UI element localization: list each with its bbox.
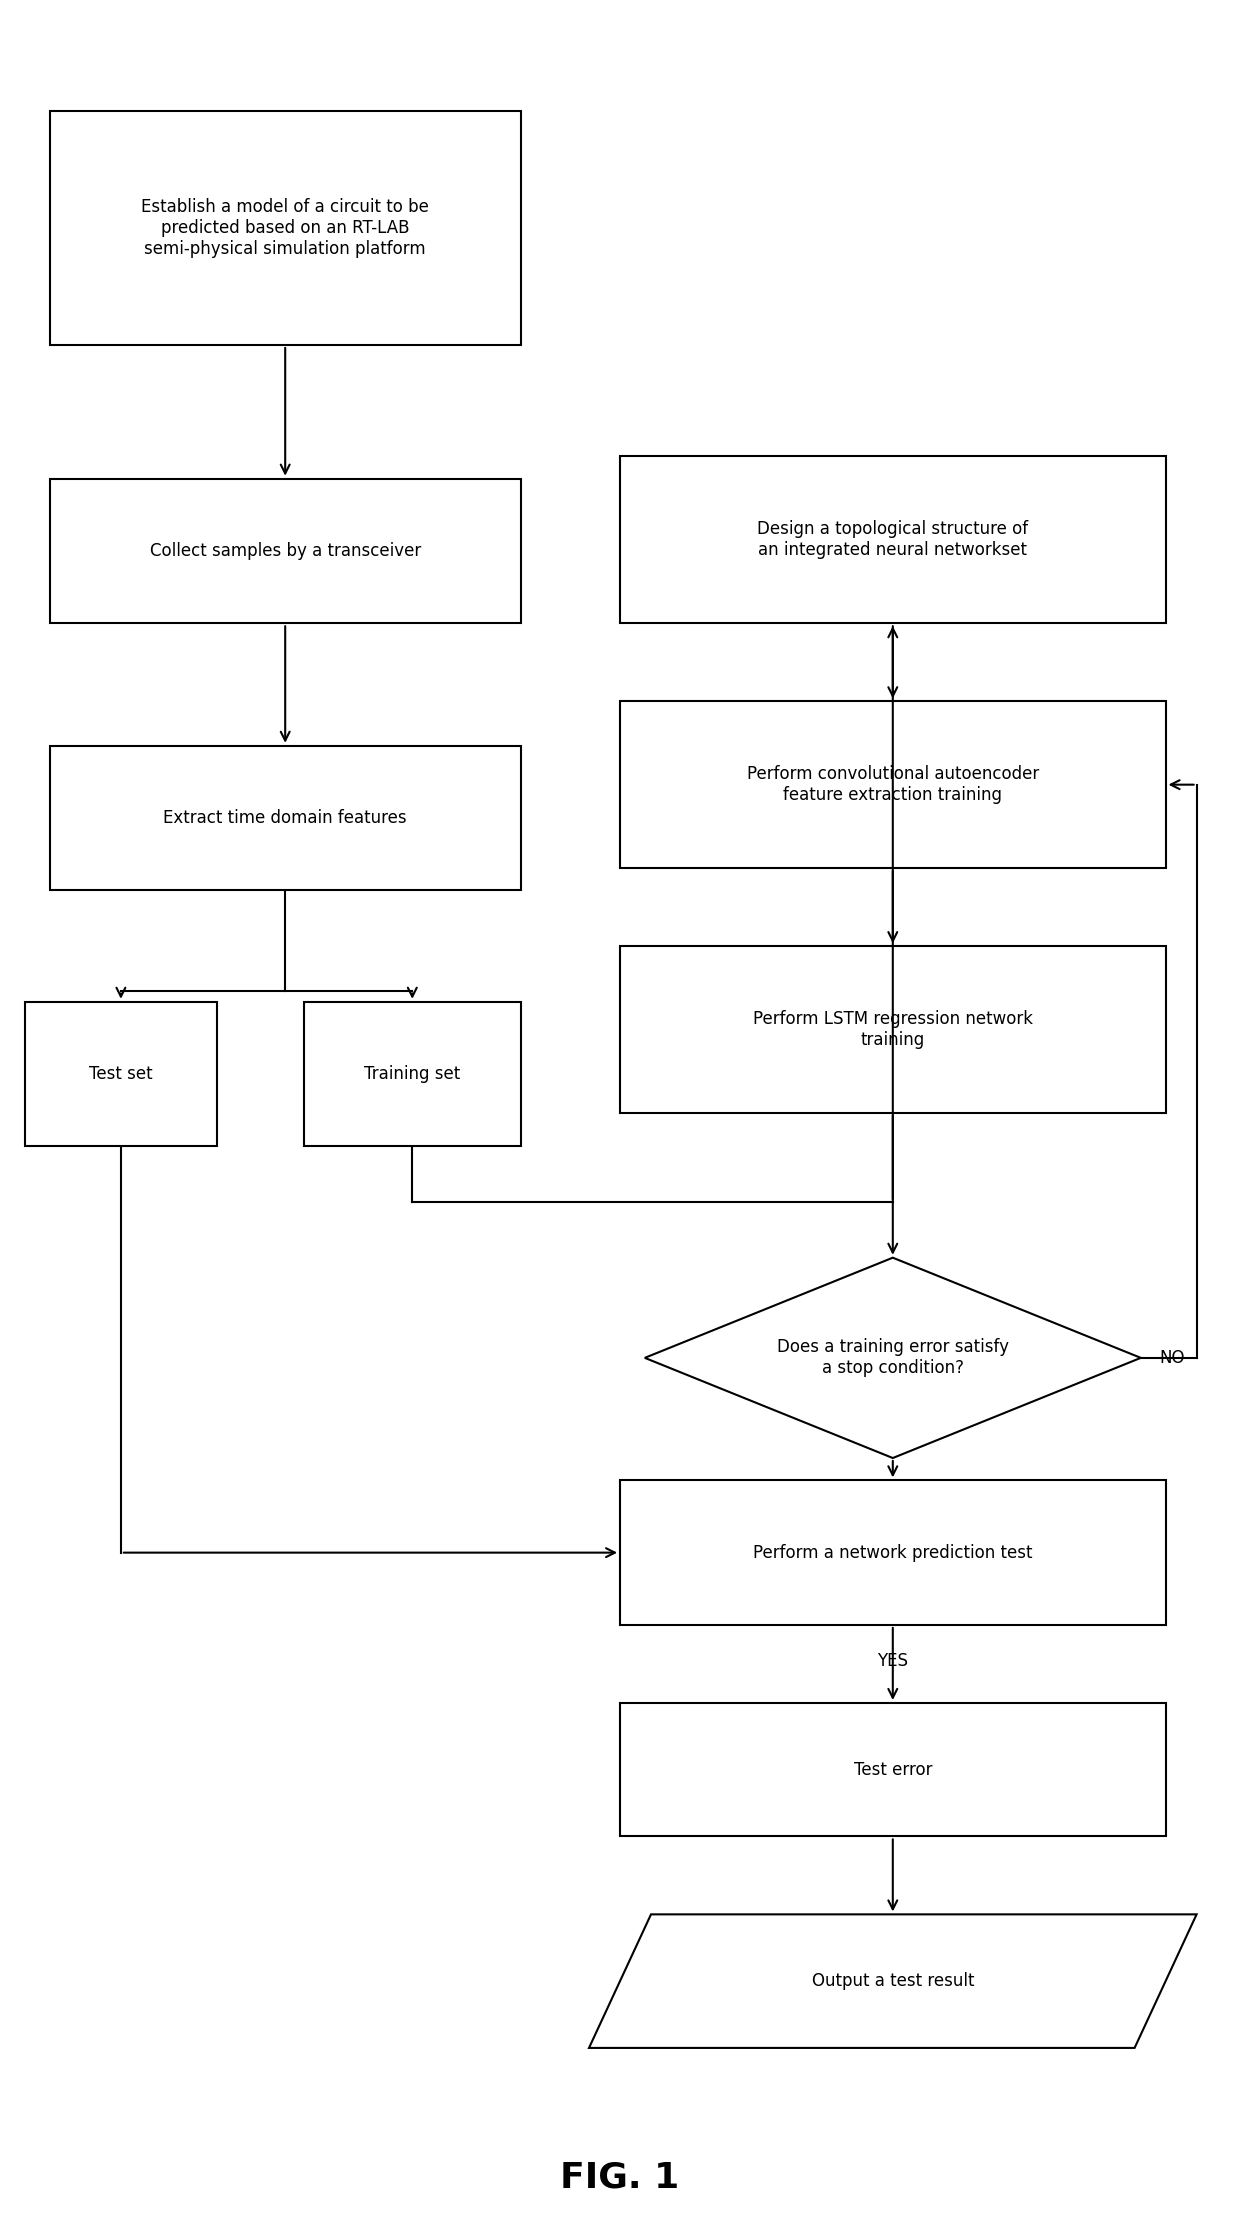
FancyBboxPatch shape bbox=[620, 1703, 1166, 1836]
Text: Test set: Test set bbox=[89, 1064, 153, 1084]
Text: NO: NO bbox=[1159, 1349, 1185, 1367]
FancyBboxPatch shape bbox=[620, 456, 1166, 623]
Text: Perform convolutional autoencoder
feature extraction training: Perform convolutional autoencoder featur… bbox=[746, 766, 1039, 804]
Text: Extract time domain features: Extract time domain features bbox=[164, 808, 407, 828]
Polygon shape bbox=[645, 1258, 1141, 1458]
Text: Perform LSTM regression network
training: Perform LSTM regression network training bbox=[753, 1011, 1033, 1048]
Text: Design a topological structure of
an integrated neural networkset: Design a topological structure of an int… bbox=[758, 521, 1028, 559]
FancyBboxPatch shape bbox=[50, 479, 521, 623]
FancyBboxPatch shape bbox=[620, 946, 1166, 1113]
Text: YES: YES bbox=[878, 1652, 908, 1670]
Text: Test error: Test error bbox=[853, 1761, 932, 1779]
Text: Output a test result: Output a test result bbox=[811, 1972, 975, 1990]
Text: Establish a model of a circuit to be
predicted based on an RT-LAB
semi-physical : Establish a model of a circuit to be pre… bbox=[141, 198, 429, 258]
FancyBboxPatch shape bbox=[25, 1002, 217, 1146]
FancyBboxPatch shape bbox=[620, 1480, 1166, 1625]
Text: FIG. 1: FIG. 1 bbox=[560, 2159, 680, 2195]
Text: Perform a network prediction test: Perform a network prediction test bbox=[753, 1543, 1033, 1563]
Text: Does a training error satisfy
a stop condition?: Does a training error satisfy a stop con… bbox=[776, 1338, 1009, 1378]
Polygon shape bbox=[589, 1914, 1197, 2048]
FancyBboxPatch shape bbox=[50, 746, 521, 890]
FancyBboxPatch shape bbox=[50, 111, 521, 345]
Text: Collect samples by a transceiver: Collect samples by a transceiver bbox=[150, 541, 420, 561]
FancyBboxPatch shape bbox=[620, 701, 1166, 868]
Text: Training set: Training set bbox=[365, 1064, 460, 1084]
FancyBboxPatch shape bbox=[304, 1002, 521, 1146]
